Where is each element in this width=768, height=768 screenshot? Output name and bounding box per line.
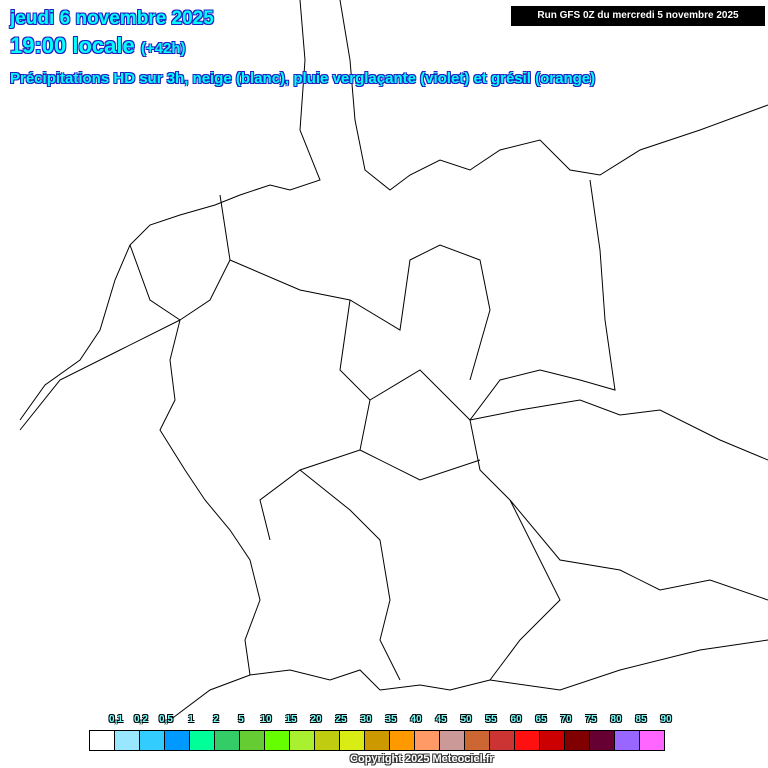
legend-swatch: [290, 731, 315, 750]
legend-label: 2: [213, 714, 219, 725]
lead-time: (+42h): [140, 40, 186, 57]
forecast-time: 19:00 locale (+42h): [10, 33, 185, 59]
forecast-date: jeudi 6 novembre 2025: [10, 8, 214, 29]
precipitation-legend: [89, 730, 665, 751]
legend-swatch: [115, 731, 140, 750]
legend-swatch: [415, 731, 440, 750]
legend-swatch: [615, 731, 640, 750]
legend-swatch: [140, 731, 165, 750]
legend-label: 70: [560, 714, 572, 725]
legend-swatch: [315, 731, 340, 750]
legend-label: 1: [188, 714, 194, 725]
legend-label: 0,5: [159, 714, 173, 725]
coastline-baltic: [339, 0, 768, 191]
legend-label: 25: [335, 714, 347, 725]
legend-swatch: [240, 731, 265, 750]
legend-label: 35: [385, 714, 397, 725]
legend-swatch: [90, 731, 115, 750]
legend-label: 15: [285, 714, 297, 725]
legend-label: 45: [435, 714, 447, 725]
border-alps: [169, 639, 768, 721]
legend-label: 0,1: [109, 714, 123, 725]
local-time: 19:00 locale: [10, 33, 135, 58]
legend-swatch: [540, 731, 565, 750]
map-subtitle: Précipitations HD sur 3h, neige (blanc),…: [10, 70, 596, 87]
legend-label: 5: [238, 714, 244, 725]
legend-label: 90: [660, 714, 672, 725]
legend-swatch: [465, 731, 490, 750]
legend-swatch: [365, 731, 390, 750]
copyright: Copyright 2025 Meteociel.fr: [350, 753, 494, 765]
legend-label: 40: [410, 714, 422, 725]
run-info: Run GFS 0Z du mercredi 5 novembre 2025: [511, 6, 765, 26]
legend-swatch: [165, 731, 190, 750]
coastline-north-sea: [19, 0, 321, 421]
legend-label: 60: [510, 714, 522, 725]
legend-label: 55: [485, 714, 497, 725]
legend-swatch: [215, 731, 240, 750]
legend-label: 0,2: [134, 714, 148, 725]
legend-label: 80: [610, 714, 622, 725]
legend-swatch: [265, 731, 290, 750]
legend-swatch: [490, 731, 515, 750]
border-benelux: [19, 244, 181, 431]
legend-label: 75: [585, 714, 597, 725]
border-de-east: [469, 179, 616, 681]
border-states: [229, 244, 491, 681]
legend-swatch: [340, 731, 365, 750]
legend-swatch: [190, 731, 215, 750]
legend-swatch: [390, 731, 415, 750]
legend-label: 50: [460, 714, 472, 725]
legend-label: 20: [310, 714, 322, 725]
legend-swatch: [640, 731, 664, 750]
border-de-west: [159, 194, 491, 691]
legend-swatch: [515, 731, 540, 750]
legend-label: 30: [360, 714, 372, 725]
legend-label: 10: [260, 714, 272, 725]
border-cz: [469, 399, 768, 601]
legend-swatch: [590, 731, 615, 750]
legend-swatch: [440, 731, 465, 750]
legend-label: 85: [635, 714, 647, 725]
legend-swatch: [565, 731, 590, 750]
legend-label: 65: [535, 714, 547, 725]
